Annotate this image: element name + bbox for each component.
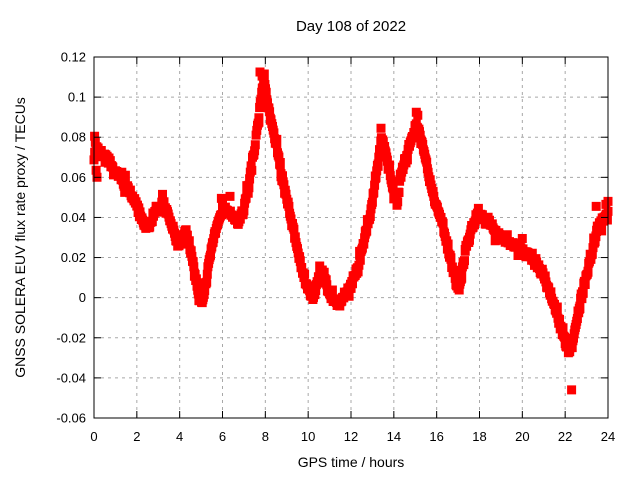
x-tick-label: 20 xyxy=(515,429,529,444)
x-tick-label: 4 xyxy=(176,429,183,444)
x-tick-label: 16 xyxy=(429,429,443,444)
y-tick-label: -0.06 xyxy=(56,411,86,426)
y-axis-title: GNSS SOLERA EUV flux rate proxy / TECUs xyxy=(12,97,28,378)
y-tick-label: 0.08 xyxy=(61,130,86,145)
x-tick-label: 10 xyxy=(301,429,315,444)
tick-labels: 0 2 4 6 8 10 12 14 16 18 20 22 240.120.10.080.060.04… xyxy=(56,50,615,445)
y-tick-label: 0.12 xyxy=(61,50,86,65)
x-tick-label: 12 xyxy=(344,429,358,444)
x-tick-label: 22 xyxy=(558,429,572,444)
x-tick-label: 24 xyxy=(601,429,615,444)
data-series xyxy=(89,67,613,395)
x-tick-label: 2 xyxy=(133,429,140,444)
y-tick-label: -0.04 xyxy=(56,370,86,385)
x-axis-title: GPS time / hours xyxy=(298,454,405,470)
x-tick-label: 14 xyxy=(387,429,401,444)
y-tick-label: 0.04 xyxy=(61,210,86,225)
y-tick-label: 0 xyxy=(79,290,86,305)
series-points xyxy=(89,67,613,395)
x-tick-label: 6 xyxy=(219,429,226,444)
axes-and-ticks xyxy=(93,56,609,419)
x-tick-label: 18 xyxy=(472,429,486,444)
y-tick-label: -0.02 xyxy=(56,330,86,345)
chart-title: Day 108 of 2022 xyxy=(296,18,406,35)
y-tick-label: 0.06 xyxy=(61,170,86,185)
x-tick-label: 0 xyxy=(90,429,97,444)
x-tick-label: 8 xyxy=(262,429,269,444)
y-tick-label: 0.02 xyxy=(61,250,86,265)
y-tick-label: 0.1 xyxy=(68,90,86,105)
